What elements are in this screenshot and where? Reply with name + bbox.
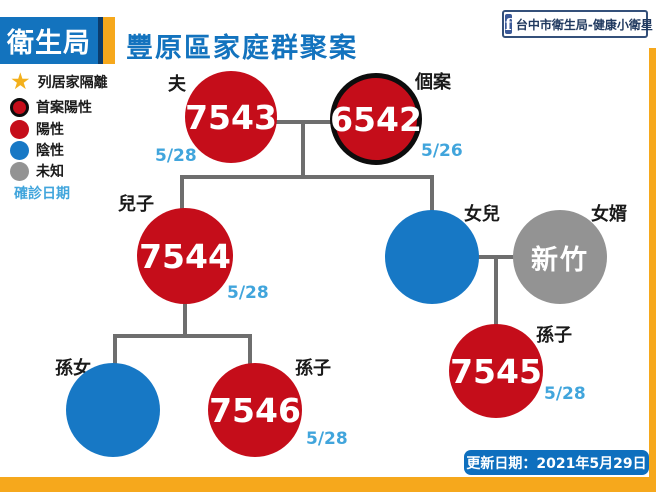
connector	[183, 302, 187, 338]
connector	[180, 175, 184, 211]
negative-dot-icon	[10, 140, 29, 160]
legend-item-unknown: 未知	[10, 160, 64, 182]
node-index-case: 6542	[330, 73, 422, 165]
node-label-husband: 夫	[168, 74, 186, 95]
node-son-in-law: 新竹	[513, 210, 607, 304]
case-number: 6542	[330, 99, 422, 139]
star-icon: ★	[10, 69, 31, 95]
legend-label: 陰性	[36, 143, 64, 159]
bottom-accent-bar	[0, 477, 656, 492]
legend-label: 首案陽性	[36, 100, 92, 116]
connector	[301, 120, 305, 179]
legend-date-note: 確診日期	[14, 186, 70, 202]
legend-label: 列居家隔離	[37, 75, 108, 91]
legend-item-index-positive: 首案陽性	[10, 96, 92, 118]
index-positive-dot-icon	[10, 97, 29, 117]
node-husband: 7543	[185, 71, 277, 163]
node-label-grandson-7546: 孫子	[295, 358, 331, 379]
case-number: 7546	[209, 390, 301, 430]
legend-label: 陽性	[36, 122, 64, 138]
case-number: 7544	[139, 236, 231, 276]
connector	[248, 334, 252, 365]
diagnosis-date-grandson-7545: 5/28	[544, 384, 586, 404]
facebook-page-name: 台中市衛生局-健康小衛星	[515, 17, 653, 32]
case-number: 7545	[450, 351, 542, 391]
connector	[113, 334, 117, 365]
node-grandson-7546: 7546	[208, 363, 302, 457]
banner-navy-strip	[98, 17, 103, 64]
diagnosis-date-grandson-7546: 5/28	[306, 429, 348, 449]
bureau-name: 衛生局	[0, 17, 98, 64]
legend-label: 未知	[36, 164, 64, 180]
node-label-daughter: 女兒	[464, 204, 500, 225]
diagnosis-date-son: 5/28	[227, 283, 269, 303]
connector	[113, 334, 252, 338]
node-granddaughter	[66, 363, 160, 457]
node-label-index-case: 個案	[415, 72, 451, 93]
page-title: 豐原區家庭群聚案	[126, 33, 358, 64]
node-daughter	[385, 210, 479, 304]
facebook-search-badge: f 台中市衛生局-健康小衛星	[502, 10, 653, 38]
node-label-son-in-law: 女婿	[591, 204, 627, 225]
bureau-banner: 衛生局	[0, 17, 115, 64]
node-label-son: 兒子	[118, 194, 154, 215]
node-son: 7544	[137, 208, 233, 304]
update-date-badge: 更新日期：2021年5月29日	[464, 450, 649, 475]
legend-item-positive: 陽性	[10, 118, 64, 140]
diagnosis-date-husband: 5/28	[155, 146, 197, 166]
facebook-icon: f	[505, 14, 512, 34]
diagnosis-date-index-case: 5/26	[421, 141, 463, 161]
connector	[180, 175, 434, 179]
case-location: 新竹	[531, 244, 589, 276]
legend-item-home-isolation: ★ 列居家隔離	[10, 69, 108, 95]
banner-gold-strip	[103, 17, 115, 64]
case-number: 7543	[185, 97, 277, 137]
legend-item-negative: 陰性	[10, 139, 64, 161]
connector	[430, 175, 434, 213]
right-accent-stripe	[649, 48, 656, 492]
node-label-grandson-7545: 孫子	[536, 325, 572, 346]
unknown-dot-icon	[10, 161, 29, 181]
node-grandson-7545: 7545	[449, 324, 543, 418]
positive-dot-icon	[10, 119, 29, 139]
connector	[494, 255, 498, 326]
